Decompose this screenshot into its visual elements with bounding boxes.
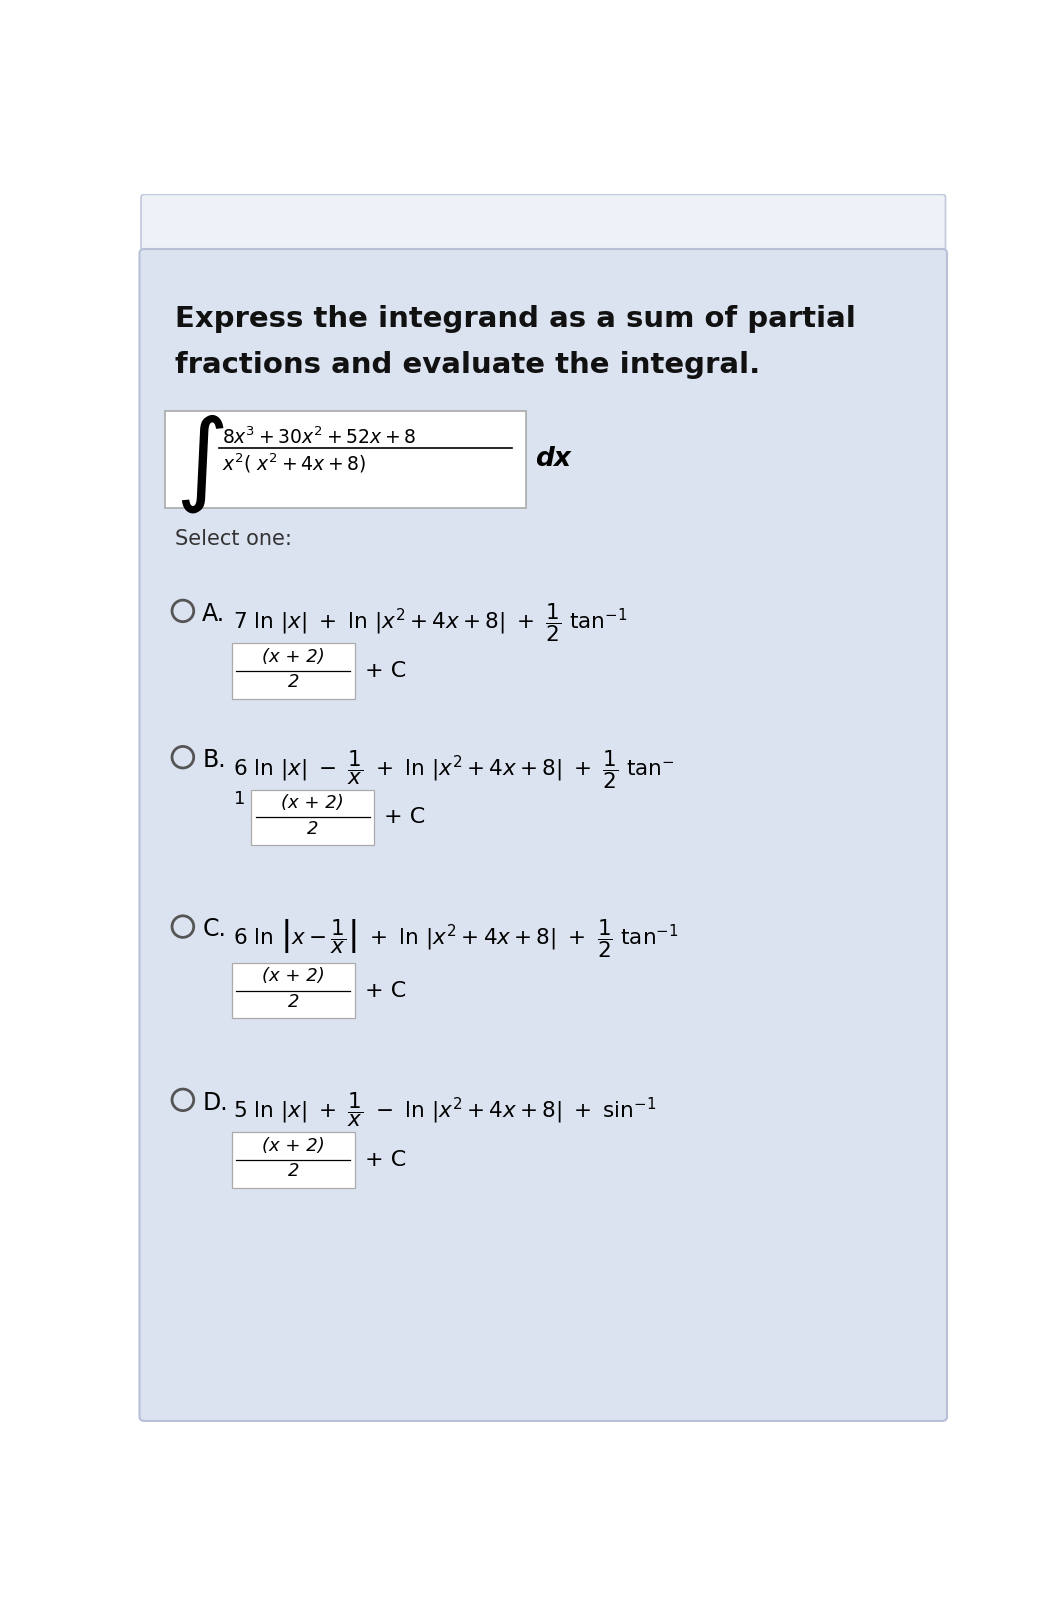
Text: D.: D. xyxy=(202,1090,228,1115)
Text: $6\ \mathrm{ln}\ \left|x - \dfrac{1}{x}\right|\ +\ \mathrm{ln}\ |x^2 + 4x + 8|\ : $6\ \mathrm{ln}\ \left|x - \dfrac{1}{x}\… xyxy=(233,918,679,960)
Text: C.: C. xyxy=(202,918,226,942)
Text: 2: 2 xyxy=(287,1163,299,1181)
Text: + C: + C xyxy=(385,806,426,827)
FancyBboxPatch shape xyxy=(165,411,526,508)
Text: $7\ \mathrm{ln}\ |x|\ +\ \mathrm{ln}\ |x^2 + 4x + 8|\ +\ \dfrac{1}{2}\ \tan^{-1}: $7\ \mathrm{ln}\ |x|\ +\ \mathrm{ln}\ |x… xyxy=(233,602,628,644)
Text: 2: 2 xyxy=(287,994,299,1011)
Text: (x + 2): (x + 2) xyxy=(262,648,324,666)
Text: $\int$: $\int$ xyxy=(175,411,225,515)
FancyBboxPatch shape xyxy=(232,644,355,698)
Text: Express the integrand as a sum of partial: Express the integrand as a sum of partia… xyxy=(175,305,856,334)
Text: + C: + C xyxy=(365,661,406,681)
FancyBboxPatch shape xyxy=(232,963,355,1018)
Text: 2: 2 xyxy=(287,673,299,692)
Text: $1$: $1$ xyxy=(233,790,245,808)
Text: $8x^3 + 30x^2 + 52x + 8$: $8x^3 + 30x^2 + 52x + 8$ xyxy=(222,427,416,448)
FancyBboxPatch shape xyxy=(251,789,374,845)
FancyBboxPatch shape xyxy=(140,248,947,1421)
Text: $5\ \mathrm{ln}\ |x|\ +\ \dfrac{1}{x}\ -\ \mathrm{ln}\ |x^2 + 4x + 8|\ +\ \sin^{: $5\ \mathrm{ln}\ |x|\ +\ \dfrac{1}{x}\ -… xyxy=(233,1090,657,1129)
Text: + C: + C xyxy=(365,1150,406,1169)
Text: + C: + C xyxy=(365,981,406,1000)
Text: A.: A. xyxy=(202,602,226,626)
Text: (x + 2): (x + 2) xyxy=(262,968,324,986)
Text: dx: dx xyxy=(535,447,571,473)
Text: fractions and evaluate the integral.: fractions and evaluate the integral. xyxy=(175,352,760,379)
Text: Select one:: Select one: xyxy=(175,529,292,548)
Text: 2: 2 xyxy=(307,819,318,837)
Text: (x + 2): (x + 2) xyxy=(262,1137,324,1155)
FancyBboxPatch shape xyxy=(232,1132,355,1187)
Text: $x^2(\ x^2 + 4x + 8)$: $x^2(\ x^2 + 4x + 8)$ xyxy=(222,452,366,474)
Text: (x + 2): (x + 2) xyxy=(281,794,344,813)
FancyBboxPatch shape xyxy=(141,194,946,250)
Text: B.: B. xyxy=(202,748,226,773)
Text: $6\ \mathrm{ln}\ |x|\ -\ \dfrac{1}{x}\ +\ \mathrm{ln}\ |x^2 + 4x + 8|\ +\ \dfrac: $6\ \mathrm{ln}\ |x|\ -\ \dfrac{1}{x}\ +… xyxy=(233,748,675,790)
